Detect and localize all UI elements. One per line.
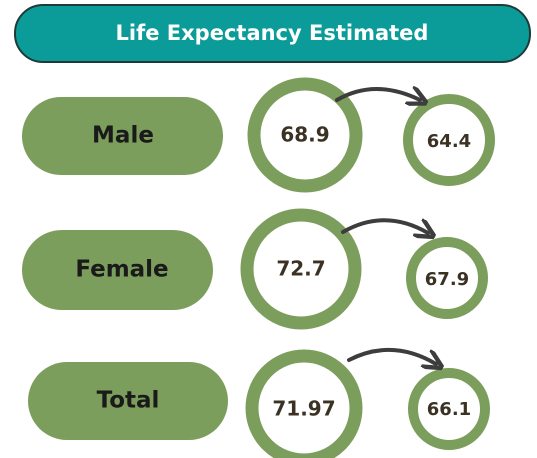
after-ring	[403, 94, 495, 186]
arrow	[341, 218, 428, 233]
after-ring	[408, 368, 490, 450]
before-value: 71.97	[272, 397, 335, 421]
label-pill	[22, 97, 223, 175]
row-label: Female	[75, 257, 168, 283]
label-pill	[22, 230, 213, 310]
before-ring	[240, 208, 362, 330]
title-bar	[14, 4, 531, 63]
before-ring	[245, 349, 363, 458]
title: Life Expectancy Estimated	[116, 21, 429, 45]
after-value: 66.1	[427, 399, 471, 420]
after-ring	[406, 237, 488, 319]
arrow	[335, 89, 420, 100]
row-label: Total	[97, 388, 160, 414]
before-ring	[247, 77, 363, 193]
arrow	[347, 348, 436, 364]
before-value: 68.9	[280, 123, 329, 147]
row-label: Male	[92, 123, 154, 149]
before-value: 72.7	[276, 257, 325, 281]
after-value: 67.9	[425, 269, 469, 290]
label-pill	[28, 362, 228, 440]
after-value: 64.4	[427, 131, 471, 152]
